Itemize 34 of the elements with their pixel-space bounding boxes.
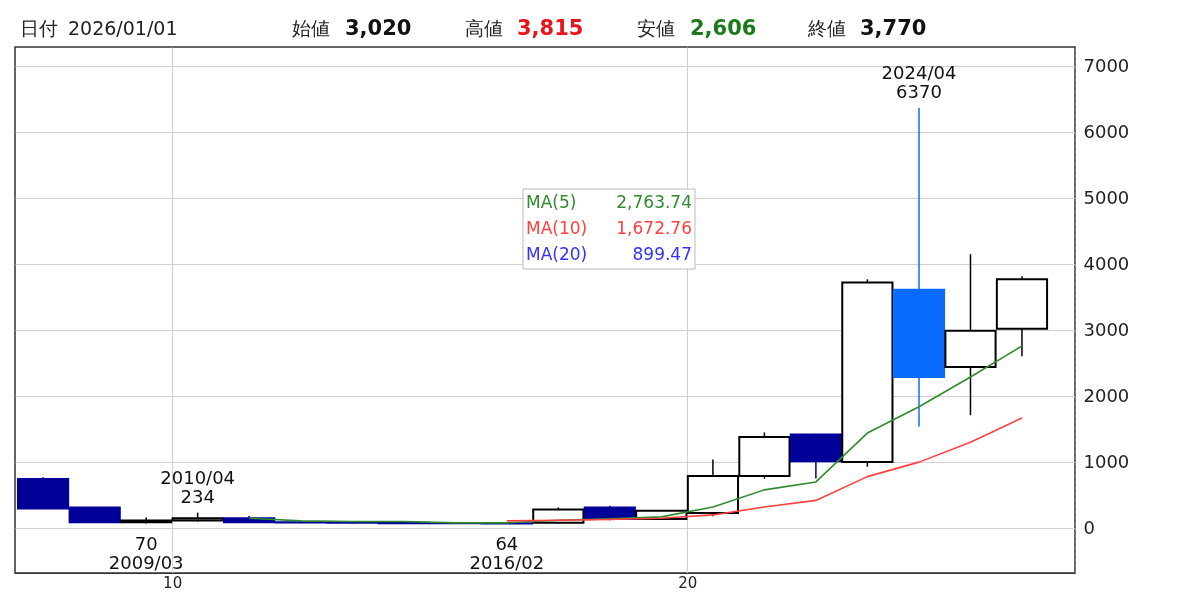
text: 終値	[807, 17, 846, 39]
annotation: 2024/04	[881, 61, 957, 83]
y-tick-label: 0	[1083, 516, 1095, 538]
annotation: 6370	[896, 80, 942, 102]
text: 日付	[20, 17, 58, 39]
annotation: 2009/03	[108, 551, 184, 573]
text: 3,020	[345, 16, 412, 40]
annotation: 2010/04	[160, 466, 236, 488]
text: 3,770	[860, 16, 927, 40]
text: MA(5)	[526, 192, 577, 212]
y-tick-label: 2000	[1083, 384, 1130, 406]
text: 高値	[465, 17, 503, 39]
annotation: 899.47	[632, 244, 692, 264]
text: 始値	[292, 17, 330, 39]
annotation: 2016/02	[469, 551, 545, 573]
annotation: 234	[180, 485, 215, 507]
y-tick-label: 7000	[1083, 54, 1130, 76]
x-tick-label: 10	[163, 573, 183, 592]
text: 2,606	[690, 16, 757, 40]
y-tick-label: 5000	[1083, 186, 1130, 208]
annotation: 70	[134, 532, 158, 554]
y-tick-label: 4000	[1083, 252, 1130, 274]
text: MA(10)	[526, 218, 588, 238]
annotation: MA(20)	[526, 244, 588, 264]
y-tick-label: 3000	[1083, 318, 1130, 340]
y-tick-label: 1000	[1083, 450, 1130, 472]
text: 安値	[637, 17, 675, 39]
y-tick-label: 6000	[1083, 120, 1130, 142]
text: 2026/01/01	[68, 17, 178, 39]
annotation: 64	[495, 532, 519, 554]
text: 3,815	[517, 16, 584, 40]
x-tick-label: 20	[678, 573, 698, 592]
annotation: 2,763.74	[616, 192, 692, 212]
annotation: 1,672.76	[616, 218, 692, 238]
